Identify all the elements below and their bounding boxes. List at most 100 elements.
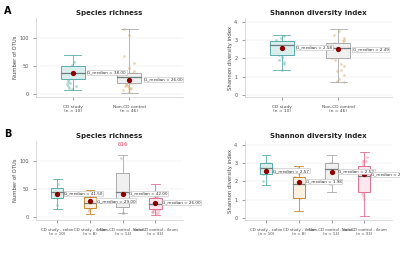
Point	[66, 86, 72, 90]
Point	[149, 210, 155, 214]
Point	[338, 68, 344, 72]
Point	[150, 203, 156, 207]
Point	[329, 166, 335, 170]
Point	[155, 191, 162, 195]
Point	[89, 194, 96, 198]
Point	[154, 200, 160, 204]
Point	[116, 192, 123, 196]
Point	[358, 180, 364, 184]
Point	[361, 189, 367, 193]
Point	[329, 51, 335, 55]
Point	[52, 193, 59, 197]
Point	[334, 69, 340, 73]
Point	[281, 60, 287, 64]
Point	[341, 38, 347, 42]
Point	[74, 69, 81, 73]
Point	[276, 58, 282, 62]
Point	[125, 90, 132, 94]
Point	[72, 71, 78, 75]
Text: G_median = 2.57: G_median = 2.57	[273, 169, 309, 173]
Point	[364, 183, 370, 187]
Point	[362, 170, 369, 175]
Point	[360, 164, 366, 168]
Point	[148, 207, 155, 211]
Point	[122, 201, 128, 205]
Point	[283, 51, 290, 55]
Point	[84, 203, 90, 207]
Bar	[270, 41, 294, 55]
Point	[63, 82, 70, 86]
Point	[280, 34, 287, 38]
Point	[281, 62, 288, 66]
Point	[151, 199, 157, 203]
Point	[325, 165, 332, 169]
Point	[276, 53, 282, 57]
Point	[70, 72, 76, 77]
Point	[260, 172, 266, 176]
Point	[88, 206, 94, 210]
Bar	[118, 73, 141, 83]
Point	[329, 57, 335, 61]
Point	[116, 196, 122, 200]
Text: G_median = 2.58: G_median = 2.58	[296, 46, 332, 50]
Text: G_median = 2.49: G_median = 2.49	[353, 47, 389, 51]
Point	[293, 183, 300, 187]
Point	[341, 80, 347, 84]
Bar	[116, 173, 129, 207]
Point	[155, 208, 162, 212]
Point	[279, 68, 286, 72]
Point	[57, 190, 63, 195]
Point	[123, 191, 129, 195]
Point	[120, 88, 127, 92]
Point	[67, 81, 74, 85]
Title: Species richness: Species richness	[76, 10, 143, 16]
Point	[154, 197, 160, 201]
Point	[54, 182, 61, 186]
Point	[359, 180, 365, 184]
Text: G_median = 41.50: G_median = 41.50	[64, 192, 102, 196]
Point	[72, 84, 79, 89]
Point	[152, 200, 159, 204]
Point	[361, 174, 368, 178]
Point	[327, 162, 334, 166]
Point	[264, 163, 270, 167]
Point	[155, 211, 162, 216]
Bar	[260, 163, 272, 174]
Point	[149, 210, 156, 214]
Point	[358, 184, 365, 188]
Point	[128, 80, 134, 84]
Point	[151, 204, 157, 208]
Point	[118, 183, 125, 187]
Point	[150, 207, 157, 211]
Point	[263, 161, 270, 165]
Text: G_median = 26.00: G_median = 26.00	[144, 78, 183, 82]
Point	[90, 201, 96, 205]
Point	[363, 182, 369, 186]
Point	[84, 202, 90, 206]
Point	[124, 79, 130, 83]
Point	[117, 194, 123, 198]
Point	[359, 193, 365, 197]
Point	[117, 200, 123, 204]
Point	[125, 86, 132, 90]
Point	[360, 158, 366, 163]
Title: Shannon diversity index: Shannon diversity index	[270, 10, 367, 16]
Point	[360, 190, 366, 194]
Point	[341, 64, 347, 68]
Point	[56, 192, 62, 196]
Point	[331, 33, 337, 37]
Point	[359, 189, 365, 194]
Point	[121, 54, 127, 58]
Text: A: A	[4, 6, 11, 16]
Point	[278, 40, 284, 44]
Bar	[326, 43, 350, 59]
Y-axis label: Shannon diversity index: Shannon diversity index	[228, 26, 233, 90]
Point	[364, 165, 370, 169]
Point	[363, 175, 369, 179]
Point	[325, 178, 332, 182]
Point	[341, 55, 347, 59]
Point	[358, 166, 364, 170]
Point	[264, 164, 270, 168]
Point	[51, 188, 57, 193]
Point	[326, 161, 333, 165]
